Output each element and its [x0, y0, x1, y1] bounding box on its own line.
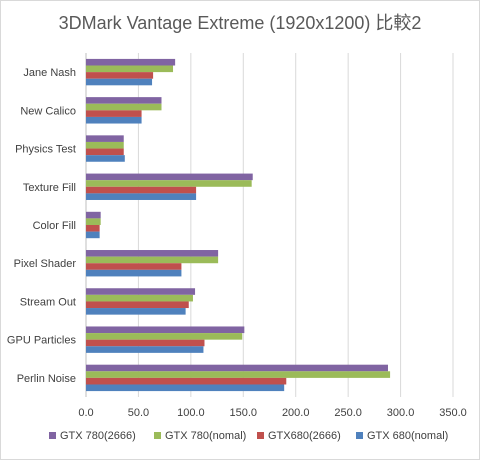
- bar-1-7: [86, 288, 196, 295]
- bar-4-7: [86, 308, 186, 315]
- bar-3-3: [86, 148, 124, 156]
- bar-1-1: [86, 58, 176, 66]
- bar-1-5: [86, 211, 101, 219]
- x-tick-label: 350.0: [439, 407, 467, 419]
- bar-2-8: [86, 333, 243, 340]
- legend-swatch: [257, 432, 264, 439]
- chart-title: 3DMark Vantage Extreme (1920x1200) 比較2: [58, 13, 422, 33]
- bar-2-6: [86, 256, 219, 264]
- category-label: Stream Out: [20, 296, 76, 308]
- bar-2-5: [86, 218, 101, 225]
- bar-1-2: [86, 97, 162, 104]
- bar-2-4: [86, 180, 252, 187]
- bar-3-5: [86, 225, 100, 232]
- bar-3-9: [86, 377, 287, 385]
- x-tick-label: 50.0: [128, 407, 149, 419]
- bar-3-8: [86, 339, 205, 347]
- bar-2-7: [86, 294, 193, 302]
- category-label: GPU Particles: [7, 335, 77, 347]
- bar-4-3: [86, 155, 125, 162]
- bar-3-7: [86, 301, 189, 309]
- bar-3-1: [86, 72, 154, 79]
- bar-1-8: [86, 326, 245, 334]
- bar-4-6: [86, 269, 182, 277]
- category-labels: Jane Nash New Calico Physics Test Texture F…: [7, 67, 77, 385]
- category-label: Texture Fill: [23, 182, 76, 194]
- bar-4-9: [86, 384, 285, 392]
- legend-label: GTX680(2666): [268, 430, 341, 442]
- bar-4-1: [86, 78, 153, 86]
- x-tick-label: 300.0: [387, 407, 415, 419]
- bar-2-2: [86, 103, 162, 111]
- x-tick-label: 200.0: [282, 407, 310, 419]
- bar-2-3: [86, 141, 124, 149]
- bars: [86, 58, 391, 392]
- legend-label: GTX 680(nomal): [367, 430, 448, 442]
- bar-2-9: [86, 371, 391, 378]
- legend-label: GTX 780(nomal): [165, 430, 246, 442]
- x-tick-labels: 0.0 50.0 100.0 150.0 200.0 250.0 300.0 350.0: [78, 407, 466, 419]
- x-tick-label: 150.0: [230, 407, 258, 419]
- bar-1-4: [86, 173, 253, 181]
- category-label: Physics Test: [15, 144, 76, 156]
- bar-3-2: [86, 110, 142, 117]
- category-label: Pixel Shader: [14, 258, 77, 270]
- x-tick-label: 0.0: [78, 407, 93, 419]
- category-label: New Calico: [20, 105, 76, 117]
- bar-4-5: [86, 231, 100, 239]
- bar-1-3: [86, 135, 124, 142]
- legend-swatch: [356, 432, 363, 439]
- bar-1-6: [86, 250, 219, 257]
- category-label: Jane Nash: [23, 67, 76, 79]
- bar-2-1: [86, 65, 174, 73]
- category-label: Color Fill: [33, 220, 76, 232]
- legend-label: GTX 780(2666): [60, 430, 136, 442]
- x-tick-label: 100.0: [177, 407, 205, 419]
- bar-3-4: [86, 186, 197, 194]
- bar-3-6: [86, 263, 182, 270]
- legend-swatch: [154, 432, 161, 439]
- bar-1-9: [86, 364, 388, 372]
- legend-swatch: [49, 432, 56, 439]
- bar-4-4: [86, 193, 197, 200]
- category-label: Perlin Noise: [17, 373, 76, 385]
- legend: GTX 780(2666) GTX 780(nomal) GTX680(2666) G…: [49, 430, 448, 442]
- x-tick-label: 250.0: [334, 407, 362, 419]
- bar-4-2: [86, 116, 142, 124]
- bar-4-8: [86, 346, 204, 353]
